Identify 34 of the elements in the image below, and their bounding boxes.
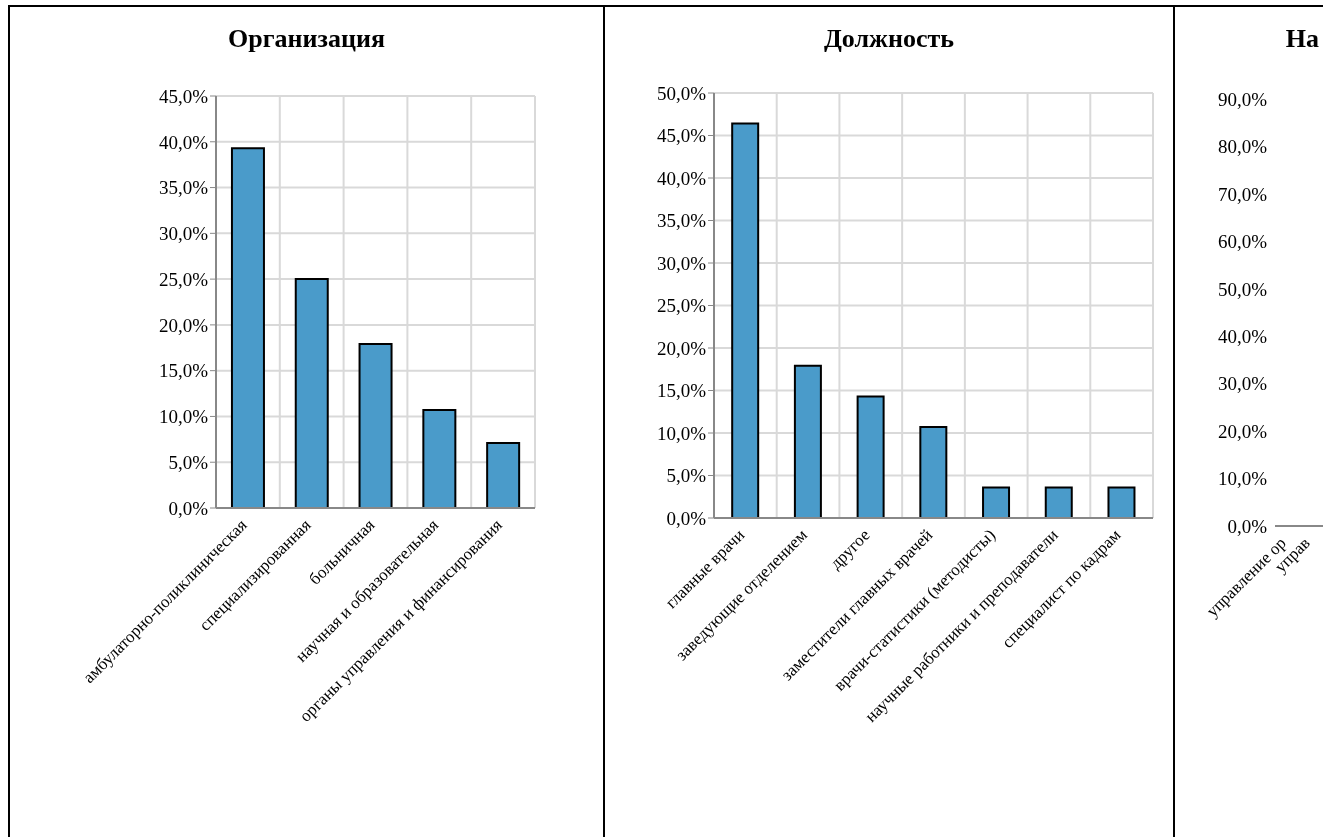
y-tick-label: 25,0% [158, 268, 209, 290]
y-tick-label: 80,0% [1217, 136, 1268, 158]
y-tick-label: 45,0% [158, 85, 209, 107]
chart-title: На [1284, 23, 1320, 55]
y-tick-label: 40,0% [158, 131, 209, 153]
y-tick-label: 30,0% [656, 252, 707, 274]
y-tick-label: 10,0% [158, 406, 209, 428]
y-tick-label: 20,0% [1217, 420, 1268, 442]
y-tick-label: 30,0% [1217, 373, 1268, 395]
y-tick-label: 0,0% [168, 497, 209, 519]
y-tick-label: 5,0% [666, 465, 707, 487]
y-tick-label: 0,0% [666, 507, 707, 529]
y-tick-label: 15,0% [656, 380, 707, 402]
y-tick-label: 50,0% [1217, 278, 1268, 300]
y-tick-label: 90,0% [1217, 88, 1268, 110]
chart-title: Должность [823, 23, 955, 55]
y-tick-label: 0,0% [1227, 515, 1268, 537]
y-tick-label: 40,0% [1217, 325, 1268, 347]
y-tick-label: 25,0% [656, 295, 707, 317]
y-tick-label: 35,0% [656, 210, 707, 232]
chart-title: Организация [227, 23, 386, 55]
y-tick-label: 45,0% [656, 125, 707, 147]
y-tick-label: 5,0% [168, 451, 209, 473]
y-tick-label: 35,0% [158, 177, 209, 199]
y-tick-label: 50,0% [656, 82, 707, 104]
y-tick-label: 10,0% [656, 422, 707, 444]
y-tick-label: 30,0% [158, 223, 209, 245]
y-tick-label: 70,0% [1217, 183, 1268, 205]
y-tick-label: 20,0% [158, 314, 209, 336]
y-tick-label: 15,0% [158, 360, 209, 382]
y-tick-label: 10,0% [1217, 468, 1268, 490]
y-tick-label: 60,0% [1217, 231, 1268, 253]
y-tick-label: 40,0% [656, 167, 707, 189]
y-tick-label: 20,0% [656, 337, 707, 359]
